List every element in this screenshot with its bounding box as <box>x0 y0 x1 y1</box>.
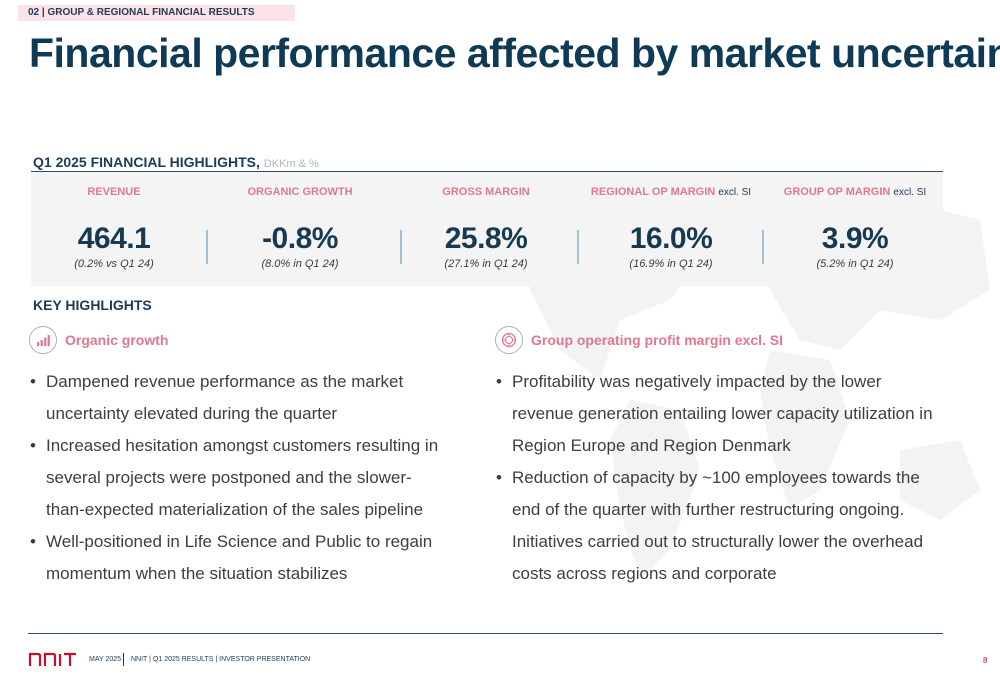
footer-divider <box>28 633 943 634</box>
list-item: Profitability was negatively impacted by… <box>496 366 942 462</box>
group-op-margin-bullets: Profitability was negatively impacted by… <box>496 366 942 590</box>
kpi-revenue: REVENUE 464.1 (0.2% vs Q1 24) <box>24 186 204 270</box>
kpi-comparison: (5.2% in Q1 24) <box>816 258 894 270</box>
kpi-value: 16.0% <box>629 222 713 255</box>
kpi-panel: REVENUE 464.1 (0.2% vs Q1 24) ORGANIC GR… <box>31 172 943 286</box>
highlights-divider <box>31 171 943 172</box>
kpi-comparison: (27.1% in Q1 24) <box>444 258 528 270</box>
kpi-label: REGIONAL OP MARGIN excl. SI <box>590 186 752 198</box>
kpi-value: 3.9% <box>821 222 889 255</box>
list-item: Increased hesitation amongst customers r… <box>30 430 450 526</box>
kpi-label: ORGANIC GROWTH <box>247 186 353 198</box>
section-tag: 02 | GROUP & REGIONAL FINANCIAL RESULTS <box>18 5 295 21</box>
kpi-label: REVENUE <box>87 186 141 198</box>
kpi-gross-margin: GROSS MARGIN 25.8% (27.1% in Q1 24) <box>396 186 576 270</box>
financial-highlights-unit: DKKm & % <box>263 158 319 170</box>
footer-text: NNIT | Q1 2025 RESULTS | INVESTOR PRESEN… <box>131 656 311 663</box>
organic-growth-header: Organic growth <box>29 326 168 354</box>
footer-date: MAY 2025 <box>89 656 122 663</box>
footer-separator <box>123 653 124 666</box>
kpi-value: 464.1 <box>77 222 151 255</box>
kpi-separator <box>400 230 402 264</box>
organic-growth-title: Organic growth <box>65 332 169 348</box>
kpi-comparison: (16.9% in Q1 24) <box>629 258 713 270</box>
list-item: Dampened revenue performance as the mark… <box>30 366 450 430</box>
page-number: 8 <box>983 656 988 665</box>
profit-margin-icon <box>495 326 523 354</box>
kpi-group-op-margin: GROUP OP MARGIN excl. SI 3.9% (5.2% in Q… <box>765 186 945 270</box>
kpi-label: GROSS MARGIN <box>442 186 530 198</box>
key-highlights-heading: KEY HIGHLIGHTS <box>33 297 152 313</box>
page-title: Financial performance affected by market… <box>29 30 1000 76</box>
bar-chart-icon <box>29 326 57 354</box>
list-item: Reduction of capacity by ~100 employees … <box>496 462 942 590</box>
group-op-margin-header: Group operating profit margin excl. SI <box>495 326 783 354</box>
kpi-organic-growth: ORGANIC GROWTH -0.8% (8.0% in Q1 24) <box>210 186 390 270</box>
kpi-value: -0.8% <box>262 222 338 255</box>
nnit-logo <box>28 652 76 666</box>
financial-highlights-heading: Q1 2025 FINANCIAL HIGHLIGHTS, DKKm & % <box>33 154 319 170</box>
kpi-comparison: (8.0% in Q1 24) <box>261 258 339 270</box>
organic-growth-bullets: Dampened revenue performance as the mark… <box>30 366 450 590</box>
list-item: Well-positioned in Life Science and Publ… <box>30 526 450 590</box>
kpi-label: GROUP OP MARGIN excl. SI <box>783 186 927 198</box>
kpi-separator <box>577 230 579 264</box>
kpi-regional-op-margin: REGIONAL OP MARGIN excl. SI 16.0% (16.9%… <box>581 186 761 270</box>
kpi-comparison: (0.2% vs Q1 24) <box>74 258 154 270</box>
kpi-separator <box>762 230 764 264</box>
kpi-separator <box>206 230 208 264</box>
financial-highlights-title: Q1 2025 FINANCIAL HIGHLIGHTS, <box>33 154 260 170</box>
group-op-margin-title: Group operating profit margin excl. SI <box>531 332 784 348</box>
kpi-value: 25.8% <box>444 222 528 255</box>
